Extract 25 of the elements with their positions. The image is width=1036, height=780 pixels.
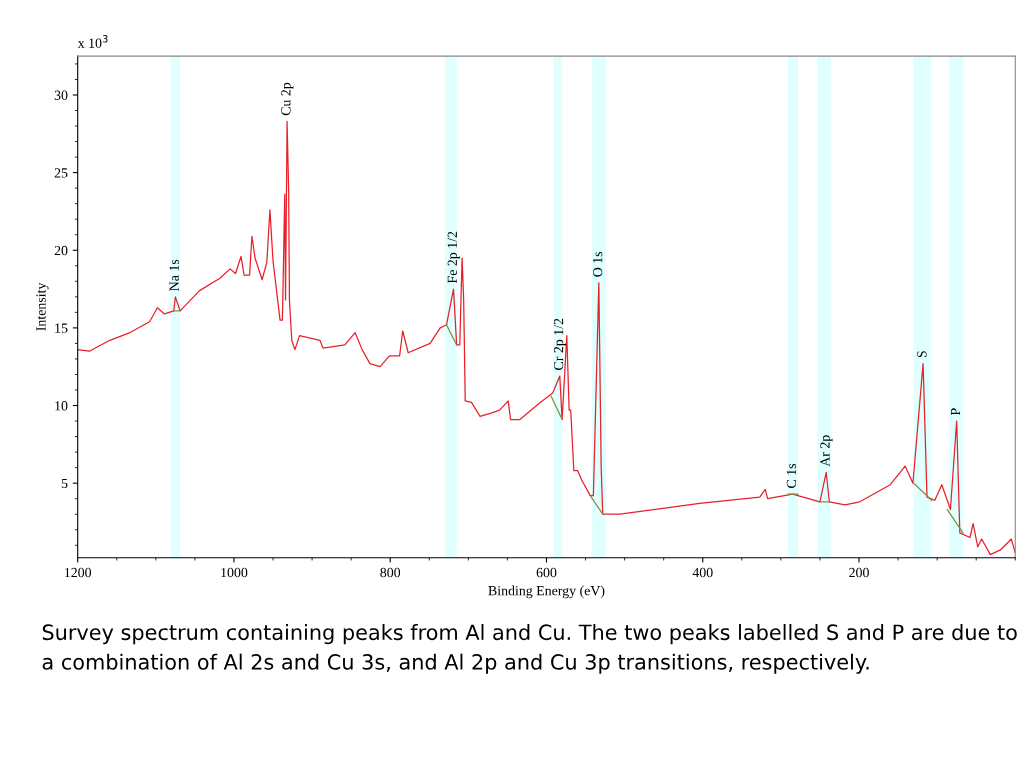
annotation: C 1s (786, 463, 797, 488)
x-axis-title: Binding Energy (eV) (488, 585, 605, 599)
x-tick-label: 400 (692, 567, 713, 578)
y-tick-label: 30 (54, 90, 68, 100)
y-tick-label: 5 (61, 478, 68, 489)
y-axis-title: Intensity (36, 282, 49, 331)
x-tick-label: 600 (536, 567, 557, 578)
x-tick-label: 200 (849, 567, 869, 578)
text: x 10$^{3}$ (77, 35, 108, 48)
annotation: O 1s (592, 251, 603, 277)
text: Survey spectrum containing peaks from Al and Cu. The two peaks labelled S and P are due to a combination of Al 2s and Cu 3s, and Al 2p and Cu 3p transitions, respectively. (42, 624, 1017, 674)
annotation: Na 1s (169, 259, 179, 291)
y-tick-label: 25 (54, 168, 68, 178)
annotation: Cu 2p (281, 82, 294, 116)
y-tick-label: 15 (55, 323, 68, 333)
y-tick-label: 10 (55, 401, 68, 411)
y-tick-label: 20 (54, 245, 68, 256)
annotation: Ar 2p (820, 435, 833, 467)
annotation: P (950, 408, 961, 416)
annotation: Fe 2p 1/2 (447, 231, 460, 284)
x-tick-label: 800 (380, 567, 401, 578)
x-tick-label: 1000 (221, 567, 248, 578)
annotation: S (917, 351, 927, 358)
x-tick-label: 1200 (65, 567, 92, 578)
annotation: Cr 2p 1/2 (553, 318, 567, 370)
